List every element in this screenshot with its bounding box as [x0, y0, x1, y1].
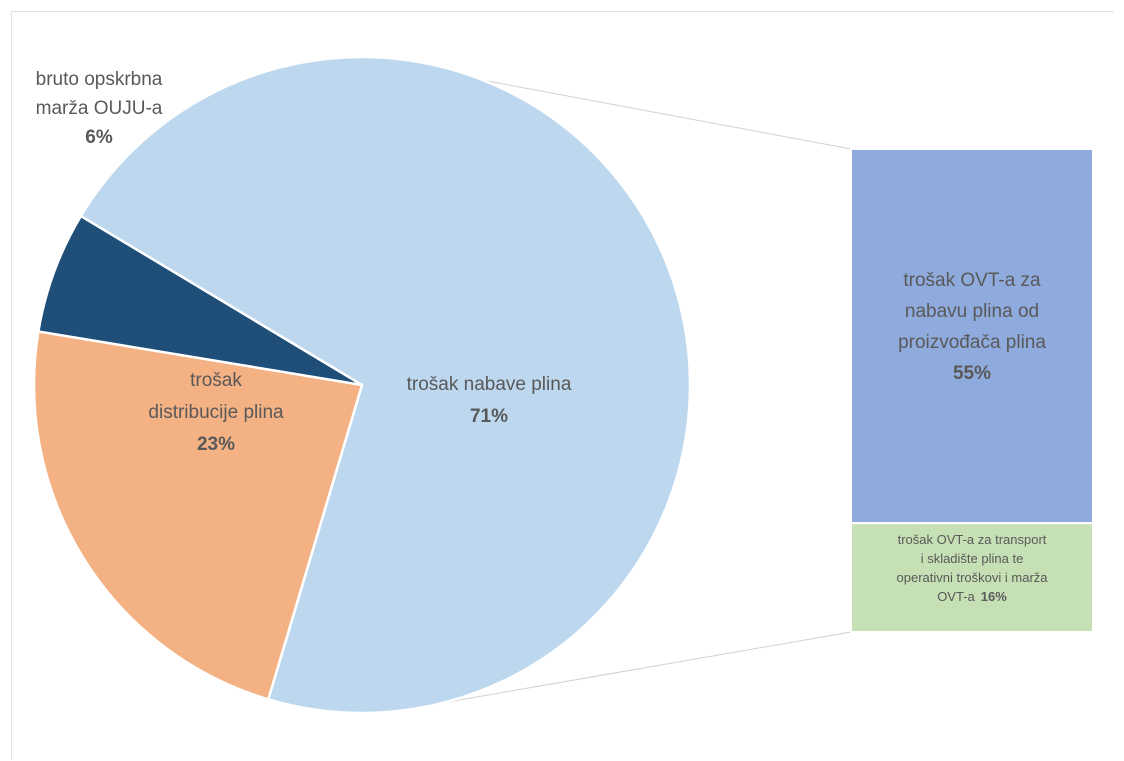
label-supply-margin-line: bruto opskrbna	[36, 69, 163, 90]
label-supply-margin-percent: 6%	[85, 127, 113, 148]
connector-line-bottom	[443, 631, 852, 704]
label-gas-procurement-line: trošak nabave plina	[407, 374, 572, 395]
label-gas-distribution-line: distribucije plina	[148, 402, 284, 423]
label-transport-storage-line: operativni troškovi i marža	[897, 570, 1049, 585]
connector-line-top	[483, 79, 852, 150]
label-transport-storage-line: i skladište plina te	[921, 551, 1024, 566]
chart-frame	[11, 11, 1114, 760]
label-supply-margin-line: marža OUJU-a	[36, 98, 163, 119]
label-producer-procurement: trošak OVT-a za nabavu plina od proizvođač…	[898, 270, 1046, 384]
label-producer-procurement-line: trošak OVT-a za	[903, 270, 1041, 291]
label-transport-storage-line: trošak OVT-a za transport	[898, 532, 1047, 547]
label-producer-procurement-percent: 55%	[953, 363, 991, 384]
bar-segment-transport-storage	[850, 522, 1094, 634]
slice-supply-margin	[36, 214, 363, 387]
stacked-bar	[850, 148, 1094, 634]
label-transport-storage-percent: 16%	[981, 589, 1007, 604]
label-gas-procurement-percent: 71%	[470, 406, 508, 427]
pie	[32, 55, 692, 715]
label-gas-distribution-percent: 23%	[197, 434, 235, 455]
label-producer-procurement-line: nabavu plina od	[905, 301, 1039, 322]
label-gas-distribution-line: trošak	[190, 370, 242, 391]
slice-gas-procurement	[79, 55, 692, 715]
label-transport-storage: trošak OVT-a za transport i skladište pli…	[897, 532, 1049, 604]
label-producer-procurement-line: proizvođača plina	[898, 332, 1046, 353]
slice-gas-distribution	[32, 329, 364, 701]
label-transport-storage-line: OVT-a	[937, 589, 975, 604]
label-supply-margin: bruto opskrbna marža OUJU-a 6%	[36, 69, 163, 148]
connector-lines	[443, 79, 852, 704]
data-labels: trošak nabave plina 71% trošak distribucije…	[36, 69, 1049, 604]
label-gas-procurement: trošak nabave plina 71%	[407, 374, 572, 427]
label-gas-distribution: trošak distribucije plina 23%	[148, 370, 284, 455]
